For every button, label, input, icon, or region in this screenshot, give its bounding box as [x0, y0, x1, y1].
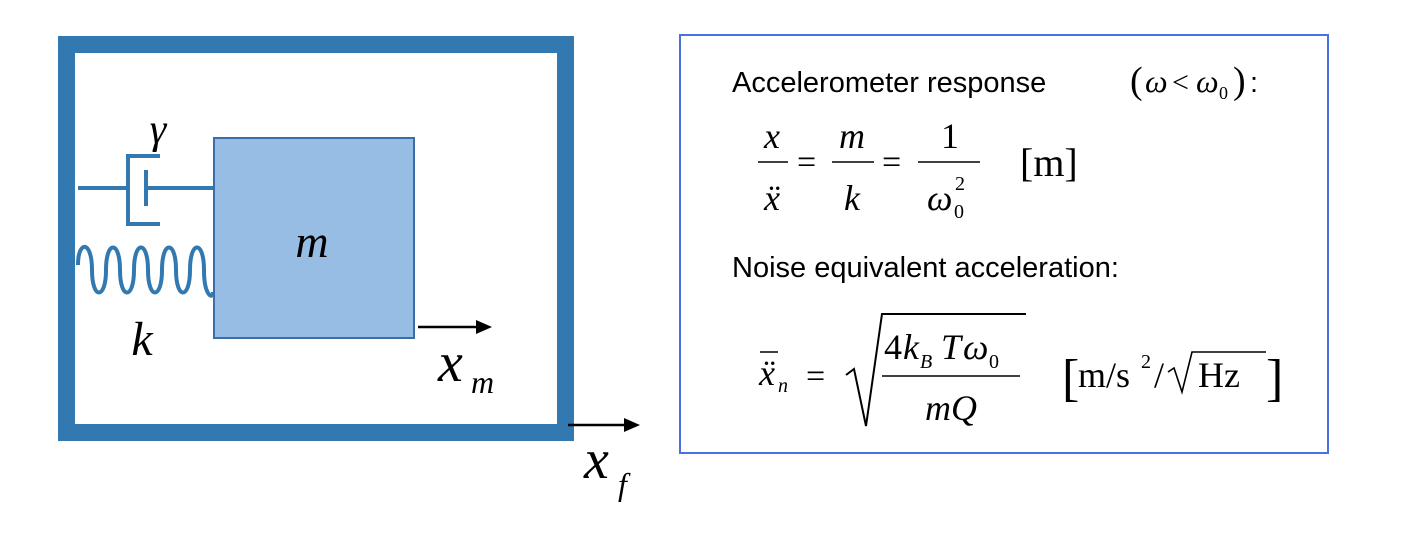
- noise-lhs-sub: n: [778, 375, 788, 397]
- mass-position-base: x: [437, 332, 463, 394]
- noise-unit-close: ]: [1266, 350, 1283, 407]
- damper: [78, 154, 213, 226]
- noise-unit-radical: [1167, 351, 1266, 395]
- response-condition-close: ): [1233, 60, 1246, 102]
- response-condition-lt: <: [1172, 66, 1189, 99]
- response-equation: x ẍ = m k = 1 ω 2 0 [m]: [758, 116, 1078, 223]
- noise-equation: ẍ n = 4 k B T ω 0 mQ [ m/s 2 / Hz ]: [758, 313, 1283, 428]
- noise-num-omega-sub: 0: [989, 351, 999, 373]
- frame-box: [58, 36, 574, 441]
- mass-position-sub: m: [471, 364, 494, 400]
- noise-unit-sup: 2: [1141, 351, 1151, 373]
- noise-eq: =: [806, 358, 825, 395]
- mass-label: m: [295, 216, 328, 267]
- response-condition-omega: ω: [1145, 63, 1168, 99]
- noise-num-k-sub: B: [920, 351, 932, 373]
- noise-unit-slash: /: [1154, 355, 1164, 395]
- response-eq2: =: [882, 144, 901, 181]
- frame-position-base: x: [583, 429, 609, 491]
- noise-radical: [845, 313, 1026, 427]
- response-eq1: =: [797, 144, 816, 181]
- response-frac1-den: ẍ: [763, 178, 780, 218]
- response-frac3-den: ω: [927, 178, 952, 218]
- frame-position-arrow: [568, 418, 640, 432]
- noise-num: 4 k B T ω 0: [884, 327, 999, 376]
- response-frac3-num: 1: [941, 116, 959, 156]
- noise-lhs: ẍ: [758, 353, 775, 393]
- mass-block: [213, 137, 415, 339]
- response-condition-open: (: [1130, 60, 1143, 102]
- response-frac2-num: m: [839, 116, 865, 156]
- response-frac2-den: k: [844, 178, 861, 218]
- response-unit: [m]: [1020, 140, 1078, 185]
- response-condition-omega0: ω: [1196, 63, 1219, 99]
- mass-position-label: x m: [437, 332, 494, 400]
- noise-heading: Noise equivalent acceleration:: [732, 252, 1119, 284]
- noise-num-4: 4: [884, 327, 902, 367]
- mechanical-diagram: γ k m x m x f: [58, 36, 640, 502]
- noise-unit-m-s: m/s: [1078, 355, 1130, 395]
- noise-unit-hz: Hz: [1198, 355, 1240, 395]
- noise-den: mQ: [925, 388, 977, 428]
- equations-panel-border: [679, 34, 1329, 454]
- damper-label: γ: [150, 107, 168, 153]
- response-condition: ( ω < ω 0 ) :: [1130, 60, 1258, 103]
- response-heading: Accelerometer response: [732, 67, 1046, 99]
- noise-num-omega: ω: [963, 327, 988, 367]
- response-frac3-den-sup: 2: [955, 173, 965, 195]
- spring: [76, 244, 215, 298]
- response-condition-colon: :: [1250, 67, 1258, 99]
- noise-num-T: T: [941, 327, 964, 367]
- mass-position-arrow: [418, 320, 492, 334]
- noise-num-k: k: [903, 327, 920, 367]
- frame-position-label: x f: [583, 429, 631, 502]
- spring-label: k: [131, 313, 154, 366]
- response-frac1-num: x: [763, 116, 780, 156]
- noise-unit-open: [: [1062, 350, 1079, 407]
- response-frac3-den-sub: 0: [954, 201, 964, 223]
- response-condition-omega0-sub: 0: [1219, 83, 1228, 103]
- frame-position-sub: f: [618, 466, 631, 502]
- equations-panel: Accelerometer response ( ω < ω 0 ) : x ẍ…: [679, 34, 1329, 454]
